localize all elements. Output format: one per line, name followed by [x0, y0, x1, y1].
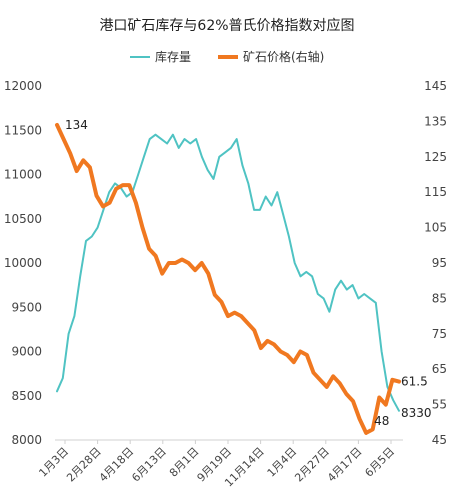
- y-right-tick-label: 135: [424, 114, 447, 128]
- y-right-tick-label: 65: [432, 362, 447, 376]
- x-tick-label: 6月13日: [129, 445, 169, 485]
- y-left-tick-label: 11000: [4, 168, 42, 182]
- x-tick-label: 6月5日: [362, 445, 397, 480]
- y-right-tick-label: 45: [432, 433, 447, 447]
- y-left-tick-label: 11500: [4, 123, 42, 137]
- legend: 库存量 矿石价格(右轴): [130, 49, 324, 64]
- y-left-tick-label: 12000: [4, 79, 42, 93]
- x-axis-ticks: 1月3日2月28日4月18日6月13日8月1日9月19日11月14日1月4日2月…: [36, 440, 397, 489]
- right-axis-ticks: 45 55 65 75 85 95 105 115 125 135 145: [424, 79, 447, 447]
- y-right-tick-label: 125: [424, 150, 447, 164]
- x-tick-label: 4月18日: [97, 445, 137, 485]
- series-layer: [55, 122, 401, 435]
- data-label-inventory-last: 8330: [401, 406, 432, 420]
- y-right-tick-label: 55: [432, 398, 447, 412]
- data-label-price-min: 48: [374, 414, 389, 428]
- y-right-tick-label: 105: [424, 221, 447, 235]
- series-line-price: [55, 122, 401, 435]
- x-tick-label: 2月28日: [64, 445, 104, 485]
- y-left-tick-label: 10500: [4, 212, 42, 226]
- x-tick-label: 4月17日: [325, 445, 365, 485]
- y-right-tick-label: 145: [424, 79, 447, 93]
- legend-label-inventory: 库存量: [155, 49, 191, 64]
- y-left-tick-label: 10000: [4, 256, 42, 270]
- data-label-price-first: 134: [65, 118, 88, 132]
- legend-label-price: 矿石价格(右轴): [243, 49, 324, 64]
- y-left-tick-label: 9500: [11, 300, 42, 314]
- series-line-inventory: [56, 133, 400, 412]
- y-left-tick-label: 8000: [11, 433, 42, 447]
- y-right-tick-label: 75: [432, 327, 447, 341]
- y-left-tick-label: 9000: [11, 345, 42, 359]
- x-tick-label: 2月27日: [292, 445, 332, 485]
- y-right-tick-label: 95: [432, 256, 447, 270]
- y-right-tick-label: 85: [432, 291, 447, 305]
- y-right-tick-label: 115: [424, 185, 447, 199]
- y-left-tick-label: 8500: [11, 389, 42, 403]
- chart-title: 港口矿石库存与62%普氏价格指数对应图: [99, 17, 354, 34]
- left-axis-ticks: 8000 8500 9000 9500 10000 10500 11000 11500 1200…: [4, 79, 42, 447]
- data-labels: 134 48 61.5 8330: [65, 118, 432, 428]
- data-label-price-last: 61.5: [401, 375, 428, 389]
